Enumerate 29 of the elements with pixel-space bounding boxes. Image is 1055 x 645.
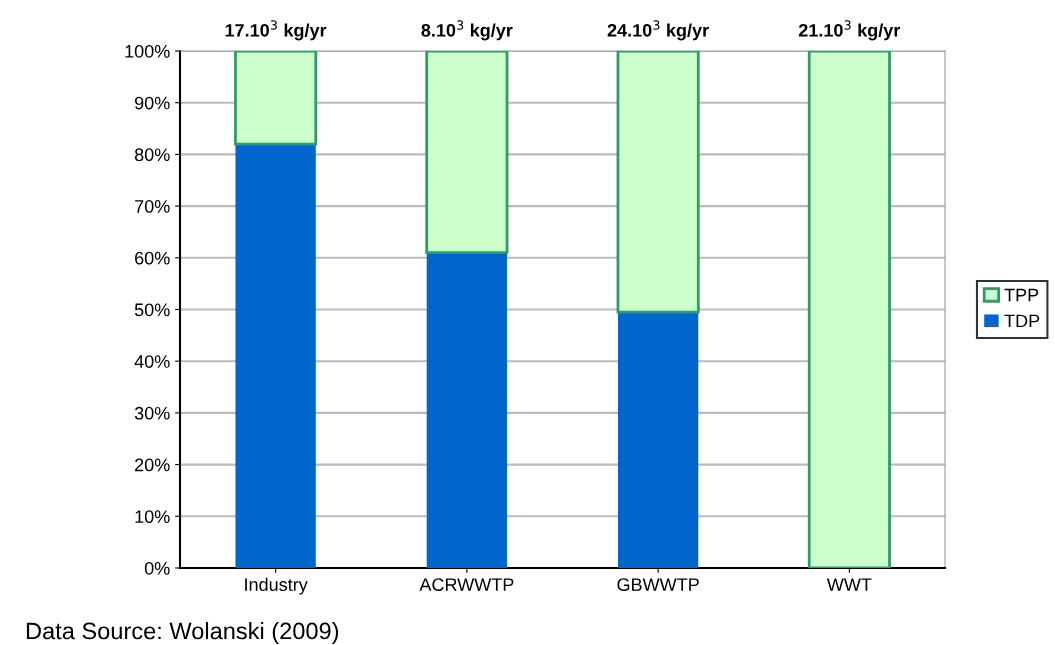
x-tick-label: WWT: [826, 578, 872, 591]
y-tick-label: 0%: [144, 561, 170, 575]
total-label: 8.10$^{3}$ kg/yr: [421, 20, 513, 41]
x-tick-label: ACRWWTP: [419, 578, 514, 591]
total-label: 17.10$^{3}$ kg/yr: [225, 20, 327, 41]
bar: [616, 51, 700, 314]
y-tick-label: 100%: [125, 44, 170, 58]
y-tick-label: 90%: [134, 96, 170, 110]
bar: [425, 51, 509, 255]
legend-label: TDP: [1004, 314, 1040, 328]
x-tick-label: Industry: [245, 577, 308, 595]
legend-label: TPP: [1004, 288, 1039, 302]
total-label: 21.10$^{3}$ kg/yr: [798, 20, 901, 41]
y-tick-label: 60%: [135, 251, 170, 265]
y-tick-label: 20%: [135, 458, 170, 472]
y-tick-label: 30%: [134, 406, 170, 420]
source-note: Data Source: Wolanski (2009): [26, 621, 339, 644]
y-tick-label: 10%: [135, 510, 170, 524]
y-tick-label: 80%: [134, 148, 170, 162]
y-tick-label: 50%: [134, 303, 170, 317]
total-label: 24.10$^{3}$ kg/yr: [607, 20, 709, 41]
bar: [235, 144, 316, 568]
bar: [807, 51, 891, 568]
x-tick-label: GBWWTP: [617, 578, 699, 591]
bar: [234, 51, 318, 146]
y-tick-label: 40%: [134, 355, 170, 368]
bar: [426, 252, 508, 568]
bar: [617, 312, 699, 568]
y-tick-label: 70%: [135, 200, 170, 213]
